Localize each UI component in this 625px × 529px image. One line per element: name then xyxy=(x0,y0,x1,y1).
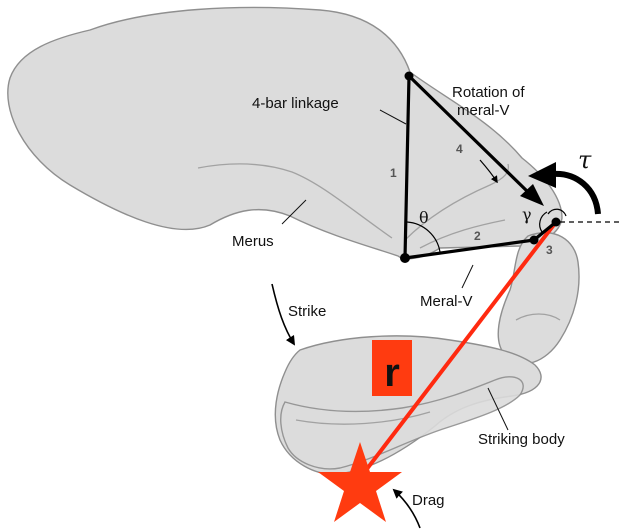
joint-bottom-left xyxy=(400,253,410,263)
theta-label: θ xyxy=(419,208,429,227)
r-label-box xyxy=(372,340,412,396)
meral-v-label: Meral-V xyxy=(420,293,473,310)
link-2 xyxy=(403,238,536,260)
moment-arm-line xyxy=(358,220,558,480)
joint-bottom-right xyxy=(529,235,539,245)
r-label: r xyxy=(384,351,400,395)
strike-label: Strike xyxy=(288,303,326,320)
rotation-label-line1: Rotation of xyxy=(452,84,525,101)
link-1-number: 1 xyxy=(390,166,397,180)
carpus-shape xyxy=(497,232,580,365)
link-3 xyxy=(532,220,558,242)
joint-top xyxy=(404,71,414,81)
link-4-number: 4 xyxy=(456,142,463,156)
torque-arrow xyxy=(551,170,601,215)
gamma-arc xyxy=(539,211,548,233)
link-2-number: 2 xyxy=(474,229,481,243)
striking-body-label: Striking body xyxy=(478,431,565,448)
joint-pivot xyxy=(551,217,561,227)
rotation-arrow xyxy=(479,159,498,184)
rotation-label-line2: meral-V xyxy=(457,102,510,119)
link-4-arrowhead xyxy=(520,184,544,206)
meral-v-leader xyxy=(461,264,474,289)
theta-arc xyxy=(406,221,441,253)
merus-leader xyxy=(281,199,307,225)
drag-label: Drag xyxy=(412,492,445,509)
merus-label: Merus xyxy=(232,233,274,250)
striking-body-crease xyxy=(295,411,431,425)
link-4 xyxy=(407,74,532,196)
pivot-arc-small xyxy=(547,208,567,217)
strike-arrow xyxy=(271,283,296,346)
link-3-number: 3 xyxy=(546,243,553,257)
striking-body-leader xyxy=(487,387,509,431)
drag-arrow xyxy=(392,488,421,529)
four-bar-leader xyxy=(379,109,407,125)
tau-label: τ xyxy=(578,146,592,174)
merus-inner-crease xyxy=(197,163,393,239)
link-1 xyxy=(403,74,411,260)
four-bar-linkage-label: 4-bar linkage xyxy=(252,95,339,112)
meral-v-crease-2 xyxy=(419,219,506,249)
carpus-crease xyxy=(515,313,561,321)
star-icon xyxy=(318,442,402,522)
torque-arrowhead xyxy=(528,162,556,188)
gamma-label: γ xyxy=(522,205,532,224)
